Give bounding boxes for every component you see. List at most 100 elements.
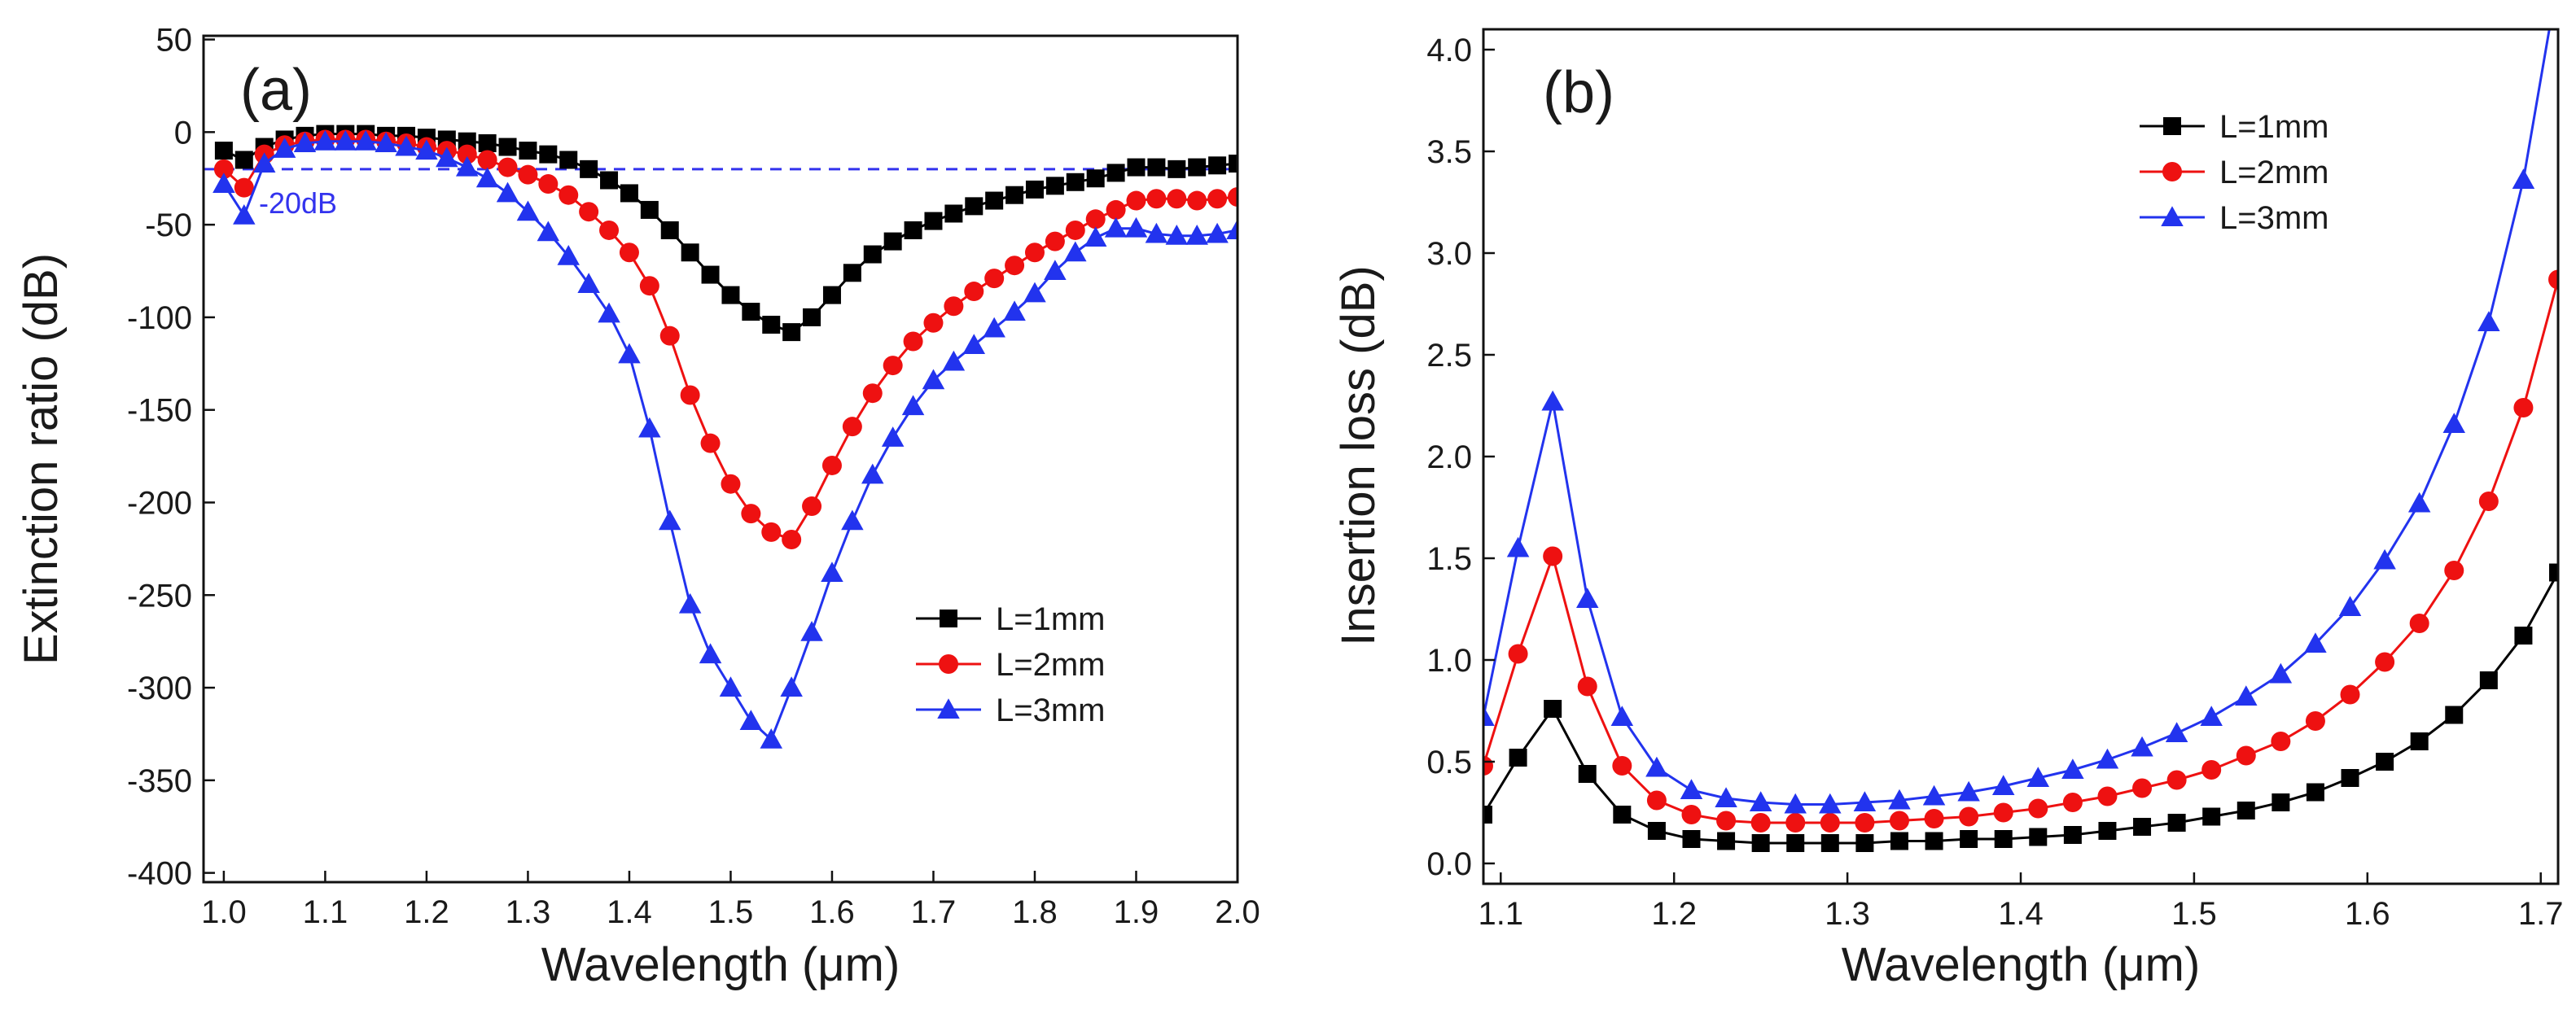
data-point-1 (234, 151, 253, 169)
data-point-1 (1045, 177, 1064, 195)
data-point-1 (2029, 828, 2048, 846)
data-point-2 (2513, 398, 2534, 417)
data-point-2 (619, 243, 639, 263)
data-point-3 (1023, 282, 1046, 303)
data-point-2 (1855, 813, 1875, 833)
data-point-1 (640, 200, 659, 219)
x-tick-label: 1.7 (911, 894, 957, 930)
data-point-1 (1960, 830, 1978, 848)
data-point-1 (2514, 627, 2533, 645)
data-point-3 (475, 167, 499, 188)
data-point-3 (2373, 548, 2396, 570)
data-point-1 (1188, 158, 1207, 177)
data-point-2 (1126, 190, 1146, 211)
data-point-3 (719, 676, 743, 697)
data-point-2 (1681, 805, 1702, 824)
legend-marker (937, 698, 960, 719)
data-point-2 (721, 474, 741, 494)
data-point-1 (2341, 769, 2359, 787)
y-tick-label: 1.0 (1426, 643, 1472, 679)
data-point-1 (1066, 173, 1084, 191)
legend-entry: L=3mm (996, 693, 1106, 728)
x-tick-label: 1.5 (708, 894, 754, 930)
data-point-3 (1888, 789, 1911, 810)
data-point-1 (2376, 753, 2394, 771)
data-point-2 (2028, 798, 2048, 819)
data-point-3 (577, 273, 600, 293)
data-point-3 (1575, 588, 1599, 608)
data-point-3 (313, 129, 337, 151)
data-point-3 (273, 138, 296, 158)
data-point-3 (1165, 225, 1189, 245)
data-point-1 (1483, 806, 1492, 824)
data-point-2 (457, 144, 477, 164)
data-point-3 (658, 509, 681, 531)
series-line-3 (1483, 29, 2551, 806)
legend-a: L=1mm L=2mm L=3mm (916, 601, 1106, 728)
data-point-1 (580, 160, 598, 178)
data-point-1 (1613, 806, 1632, 824)
data-point-2 (1612, 756, 1632, 776)
data-point-1 (1717, 832, 1736, 850)
data-point-1 (2272, 793, 2290, 811)
data-point-2 (1543, 546, 1563, 566)
data-point-1 (944, 204, 963, 223)
data-point-3 (1715, 787, 1737, 807)
data-point-1 (1994, 830, 2013, 848)
legend-marker (2162, 162, 2182, 181)
chart-panel-a: 1.0 1.1 1.2 1.3 1.4 1.5 1.6 1.7 1.8 1.9 2.0 50 0 -50 -… (15, 23, 1260, 991)
data-point-1 (2445, 706, 2464, 724)
data-point-1 (519, 142, 537, 160)
y-axis-title-b: Insertion loss (dB) (1332, 265, 1385, 645)
data-point-2 (1785, 813, 1806, 833)
data-point-1 (1925, 832, 1943, 850)
y-tick-label: 3.0 (1426, 236, 1472, 272)
legend-b: L=1mm L=2mm L=3mm (2140, 109, 2329, 236)
data-point-1 (701, 265, 720, 284)
data-point-3 (1044, 260, 1067, 281)
data-point-2 (1646, 790, 1667, 811)
x-tick-label: 1.4 (607, 894, 652, 930)
x-tick-label: 1.3 (1825, 896, 1870, 932)
series-line-2 (1483, 279, 2558, 824)
y-tick-label: 2.0 (1426, 439, 1472, 475)
data-point-2 (700, 433, 721, 453)
data-point-1 (762, 316, 781, 334)
data-point-3 (1784, 793, 1807, 814)
data-point-2 (741, 504, 761, 524)
data-point-1 (1786, 834, 1805, 852)
data-point-3 (2477, 311, 2500, 331)
data-point-3 (881, 426, 905, 447)
data-point-2 (984, 269, 1005, 289)
data-point-1 (843, 264, 861, 282)
data-point-2 (2062, 793, 2083, 812)
data-point-3 (1991, 775, 2015, 795)
data-point-3 (1610, 706, 1634, 726)
data-point-1 (478, 133, 497, 152)
data-point-2 (1228, 186, 1238, 207)
data-point-3 (537, 221, 560, 242)
data-point-1 (1147, 158, 1166, 177)
data-point-1 (822, 286, 841, 304)
data-point-3 (395, 135, 418, 156)
data-point-1 (1647, 822, 1666, 840)
data-point-1 (2479, 671, 2498, 689)
data-point-2 (477, 150, 497, 170)
data-point-1 (904, 221, 922, 239)
data-point-2 (1085, 209, 1106, 229)
data-point-3 (2235, 685, 2258, 706)
x-tick-label: 1.6 (2345, 896, 2390, 932)
data-point-1 (1127, 158, 1146, 177)
data-point-3 (1957, 780, 1980, 802)
reference-line-label-a: -20dB (259, 186, 337, 220)
data-point-2 (761, 522, 782, 542)
data-point-3 (739, 710, 763, 731)
data-point-1 (1890, 832, 1908, 850)
data-point-2 (2548, 269, 2558, 290)
data-point-3 (983, 317, 1005, 338)
data-point-3 (252, 152, 276, 173)
data-point-2 (1065, 220, 1085, 240)
legend-entry: L=2mm (996, 647, 1106, 683)
data-point-3 (1922, 784, 1946, 806)
y-axis-title-a: Extinction ratio (dB) (15, 253, 68, 665)
